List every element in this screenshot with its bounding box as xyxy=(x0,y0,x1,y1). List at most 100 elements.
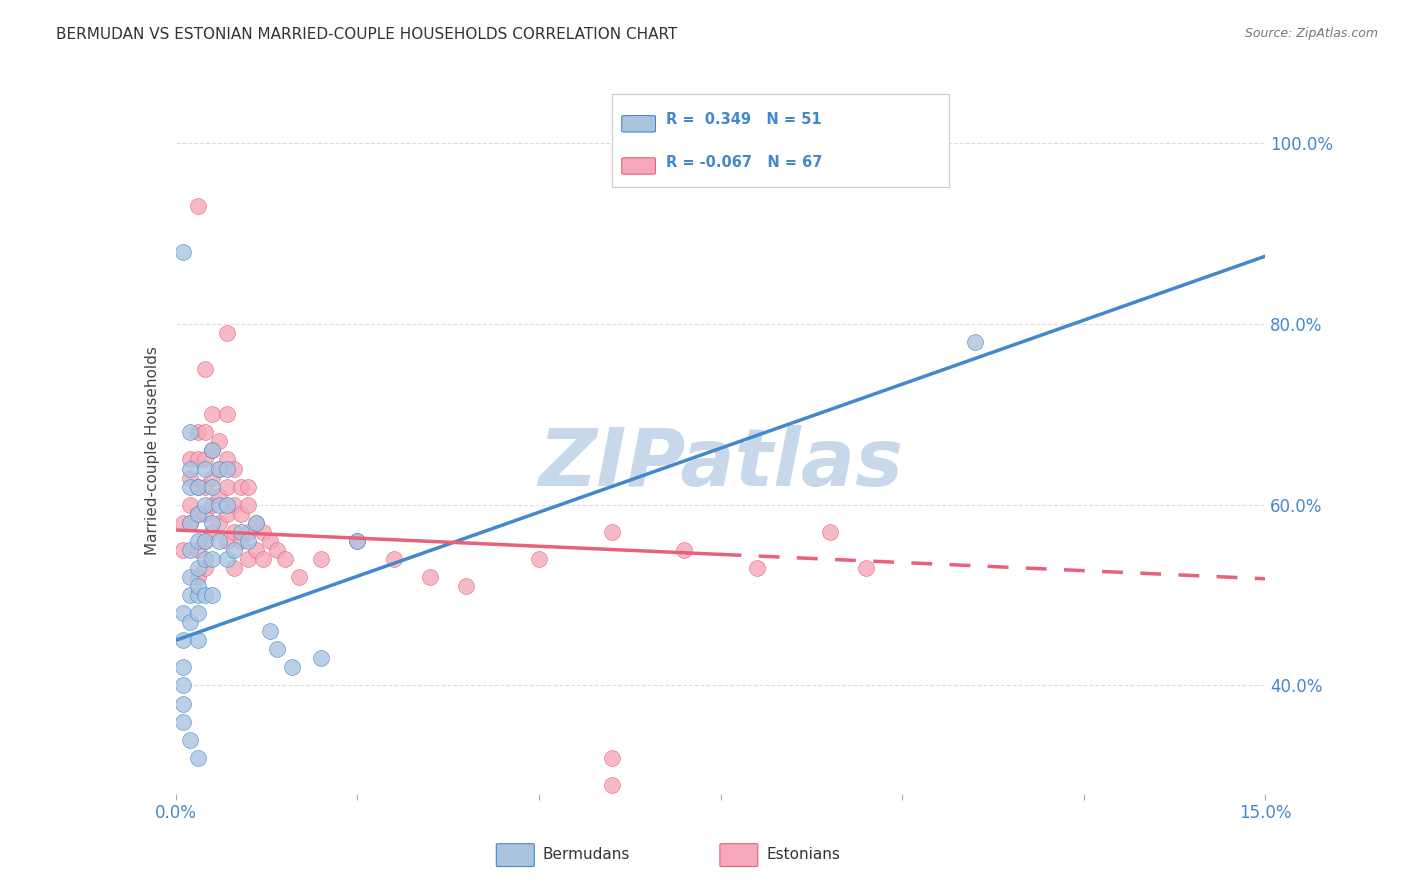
Point xyxy=(172,633,194,648)
Point xyxy=(215,498,238,512)
Point xyxy=(172,660,194,674)
Point xyxy=(673,542,696,557)
Point xyxy=(179,542,201,557)
Point xyxy=(346,533,368,548)
Point xyxy=(215,507,238,521)
Point xyxy=(245,516,267,530)
Point xyxy=(186,542,209,557)
Point xyxy=(231,507,253,521)
Point xyxy=(222,498,245,512)
Point xyxy=(201,443,224,458)
Text: R =  0.349   N = 51: R = 0.349 N = 51 xyxy=(665,112,821,128)
Point xyxy=(245,516,267,530)
Point xyxy=(222,461,245,475)
Point xyxy=(194,425,217,440)
Text: Estonians: Estonians xyxy=(766,847,841,862)
Point xyxy=(186,507,209,521)
Point xyxy=(172,516,194,530)
Point xyxy=(194,461,217,475)
Text: ZIPatlas: ZIPatlas xyxy=(538,425,903,503)
Point xyxy=(186,533,209,548)
Point xyxy=(186,199,209,213)
Point xyxy=(179,588,201,602)
Point xyxy=(186,750,209,764)
Point xyxy=(215,480,238,494)
Point xyxy=(855,561,877,575)
Point xyxy=(179,732,201,747)
Point xyxy=(309,651,332,665)
Point xyxy=(231,480,253,494)
Point xyxy=(179,498,201,512)
Point xyxy=(274,552,297,566)
Point xyxy=(179,461,201,475)
Point xyxy=(186,425,209,440)
Point xyxy=(172,714,194,729)
Point xyxy=(201,516,224,530)
Point xyxy=(745,561,768,575)
Text: Source: ZipAtlas.com: Source: ZipAtlas.com xyxy=(1244,27,1378,40)
Point xyxy=(222,524,245,539)
Point xyxy=(186,452,209,467)
FancyBboxPatch shape xyxy=(496,844,534,866)
Point xyxy=(419,570,441,584)
Point xyxy=(172,542,194,557)
Point xyxy=(179,570,201,584)
Point xyxy=(201,443,224,458)
Point xyxy=(186,507,209,521)
Point xyxy=(201,552,224,566)
Point xyxy=(179,452,201,467)
Point xyxy=(215,452,238,467)
Point xyxy=(382,552,405,566)
Point xyxy=(208,516,231,530)
Point xyxy=(266,542,288,557)
Point xyxy=(194,480,217,494)
Point xyxy=(201,470,224,484)
Point xyxy=(288,570,311,584)
Point xyxy=(818,524,841,539)
Point xyxy=(215,407,238,421)
Point xyxy=(215,552,238,566)
Point xyxy=(186,480,209,494)
Point xyxy=(259,624,281,639)
Point xyxy=(186,588,209,602)
Point xyxy=(201,407,224,421)
Text: BERMUDAN VS ESTONIAN MARRIED-COUPLE HOUSEHOLDS CORRELATION CHART: BERMUDAN VS ESTONIAN MARRIED-COUPLE HOUS… xyxy=(56,27,678,42)
Point xyxy=(208,461,231,475)
Point xyxy=(186,606,209,620)
Point xyxy=(194,507,217,521)
Text: R = -0.067   N = 67: R = -0.067 N = 67 xyxy=(665,154,823,169)
Point xyxy=(194,498,217,512)
Point xyxy=(194,533,217,548)
Point xyxy=(215,533,238,548)
Point xyxy=(201,480,224,494)
Point xyxy=(215,461,238,475)
Point xyxy=(456,579,478,593)
Point xyxy=(194,533,217,548)
Point xyxy=(245,542,267,557)
Point xyxy=(172,606,194,620)
Point xyxy=(963,334,986,349)
Point xyxy=(172,697,194,711)
Point xyxy=(266,642,288,657)
Point xyxy=(194,452,217,467)
Point xyxy=(208,533,231,548)
Point xyxy=(208,498,231,512)
Point xyxy=(186,570,209,584)
Point xyxy=(222,561,245,575)
Point xyxy=(600,778,623,792)
Point xyxy=(201,588,224,602)
Point xyxy=(309,552,332,566)
Point xyxy=(222,542,245,557)
Point xyxy=(238,480,260,494)
Point xyxy=(179,470,201,484)
Point xyxy=(186,561,209,575)
Point xyxy=(179,425,201,440)
Point xyxy=(194,588,217,602)
Y-axis label: Married-couple Households: Married-couple Households xyxy=(145,346,160,555)
Point xyxy=(201,524,224,539)
Point xyxy=(231,533,253,548)
Point xyxy=(201,498,224,512)
Point xyxy=(238,533,260,548)
Point xyxy=(194,552,217,566)
Point xyxy=(208,461,231,475)
